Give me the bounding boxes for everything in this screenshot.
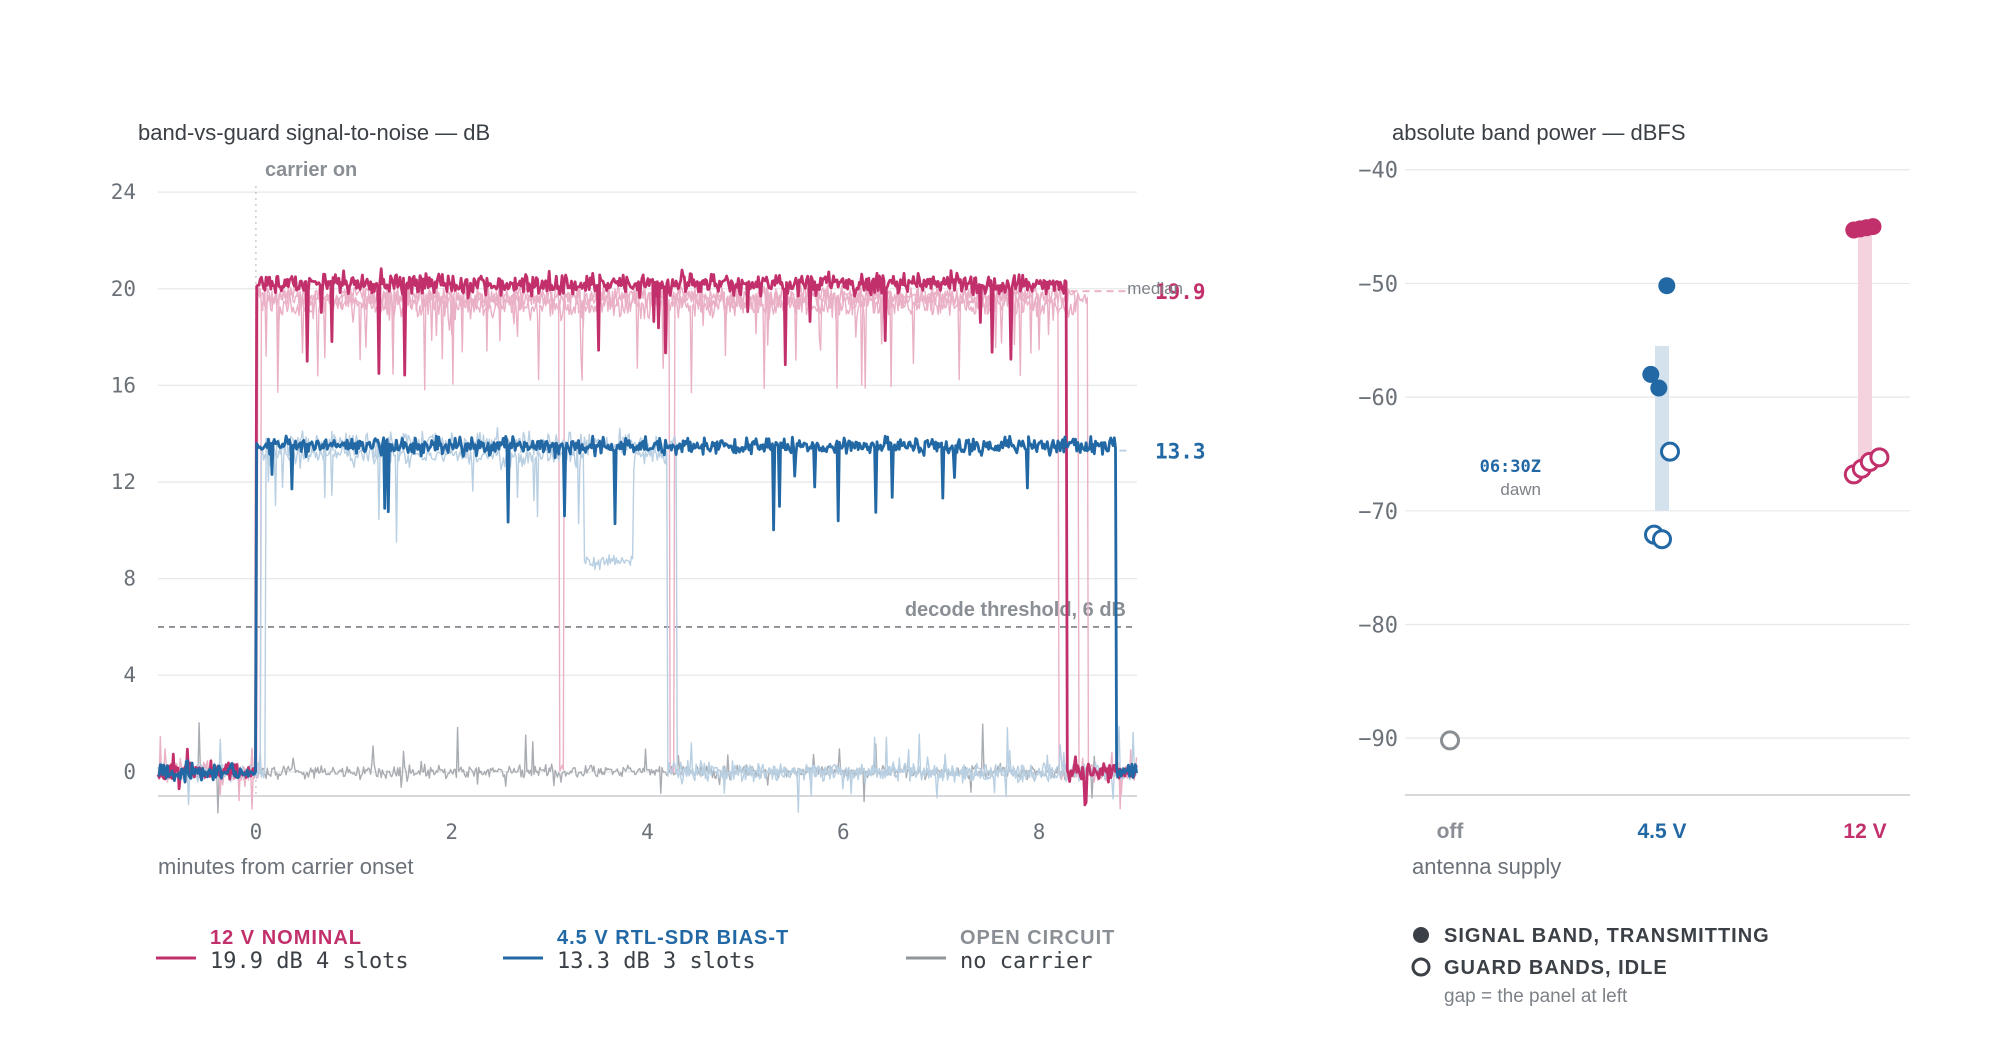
snr-series: [156, 267, 1138, 814]
right-y-tick-label: −80: [1358, 613, 1398, 638]
legend-title-12v: 12 V NOMINAL: [210, 927, 362, 949]
right-y-tick-label: −50: [1358, 272, 1398, 297]
left-x-tick-label: 6: [837, 820, 850, 844]
right-y-tick-label: −90: [1358, 727, 1398, 752]
right-y-tick-label: −70: [1358, 500, 1398, 525]
left-x-tick-label: 4: [641, 820, 654, 844]
category-label: 4.5 V: [1637, 820, 1686, 843]
left-panel-title: band-vs-guard signal-to-noise — dB: [138, 120, 490, 145]
guard-band-point: [1440, 730, 1460, 751]
legend-title-open: OPEN CIRCUIT: [960, 927, 1115, 949]
left-y-tick-label: 24: [111, 180, 136, 204]
legend-item-open: OPEN CIRCUIT no carrier: [906, 927, 1115, 974]
median-value-label: 19.9: [1155, 280, 1206, 304]
series-line-open-normal: [157, 722, 1137, 814]
legend-hollow-marker: [1411, 957, 1431, 977]
series-line-12V-light: [157, 282, 1138, 810]
legend-item-4-5v: 4.5 V RTL-SDR BIAS-T 13.3 dB 3 slots: [503, 927, 789, 974]
dawn-time-annotation: 06:30Z: [1480, 457, 1541, 477]
left-y-tick-labels: 0 4 8 12 16 20 24: [111, 180, 136, 784]
signal-band-point: [1658, 277, 1676, 295]
right-y-tick-label: −60: [1358, 386, 1398, 411]
gap-bars: [1655, 228, 1872, 511]
category-label: off: [1437, 820, 1465, 843]
series-line-12V-light: [157, 281, 1138, 795]
category-label: 12 V: [1843, 820, 1886, 843]
right-category-labels: off 4.5 V 12 V: [1437, 820, 1887, 843]
guard-band-point: [1660, 441, 1680, 462]
snr-panel: band-vs-guard signal-to-noise — dB 0 4 8 12…: [111, 120, 1206, 974]
legend-sub-12v: 19.9 dB 4 slots: [210, 949, 409, 974]
legend-signal-band: SIGNAL BAND, TRANSMITTING: [1444, 925, 1770, 947]
left-x-tick-label: 2: [445, 820, 458, 844]
left-y-tick-label: 8: [123, 567, 136, 591]
legend-note: gap = the panel at left: [1444, 986, 1628, 1007]
left-y-tick-label: 20: [111, 277, 136, 301]
legend-item-12v: 12 V NOMINAL 19.9 dB 4 slots: [156, 927, 409, 974]
band-power-points: [1440, 218, 1890, 751]
legend-sub-4-5v: 13.3 dB 3 slots: [557, 949, 756, 974]
median-value-label: 13.3: [1155, 440, 1206, 464]
guard-band-point: [1869, 447, 1890, 468]
median-markers: 19.9 13.3: [1070, 280, 1206, 464]
series-line-4.5V-bold: [157, 434, 1138, 784]
left-x-axis-label: minutes from carrier onset: [158, 854, 414, 879]
left-y-tick-label: 16: [111, 373, 136, 397]
left-legend: 12 V NOMINAL 19.9 dB 4 slots 4.5 V RTL-S…: [156, 927, 1115, 974]
legend-title-4-5v: 4.5 V RTL-SDR BIAS-T: [557, 927, 789, 949]
decode-threshold-annotation: decode threshold, 6 dB: [905, 599, 1126, 621]
dawn-annotation: dawn: [1500, 480, 1541, 499]
signal-band-point: [1864, 218, 1882, 236]
legend-filled-marker: [1413, 927, 1429, 943]
right-x-axis-label: antenna supply: [1412, 854, 1561, 879]
left-y-tick-label: 0: [123, 760, 136, 784]
signal-band-point: [1642, 365, 1660, 383]
left-y-tick-label: 4: [123, 663, 136, 687]
guard-band-point: [1652, 529, 1672, 550]
series-line-4.5V-light: [157, 439, 1138, 806]
left-x-tick-labels: 0 2 4 6 8: [250, 820, 1046, 844]
series-line-12V-light: [157, 287, 1138, 810]
right-panel-title: absolute band power — dBFS: [1392, 120, 1686, 145]
carrier-on-annotation: carrier on: [265, 159, 357, 181]
left-y-tick-label: 12: [111, 470, 136, 494]
right-y-tick-labels: −40 −50 −60 −70 −80 −90: [1358, 159, 1398, 752]
legend-sub-open: no carrier: [960, 949, 1092, 974]
right-legend: SIGNAL BAND, TRANSMITTING GUARD BANDS, I…: [1411, 925, 1770, 1007]
median-label: median: [1127, 279, 1183, 298]
legend-guard-bands: GUARD BANDS, IDLE: [1444, 957, 1668, 979]
series-line-12V-bold: [156, 267, 1138, 807]
signal-band-point: [1650, 379, 1668, 397]
left-x-tick-label: 0: [250, 820, 263, 844]
band-power-panel: absolute band power — dBFS −40−50−60−70−…: [1358, 120, 1910, 1007]
right-y-tick-label: −40: [1358, 159, 1398, 184]
left-x-tick-label: 8: [1033, 820, 1046, 844]
gap-bar: [1858, 228, 1872, 466]
